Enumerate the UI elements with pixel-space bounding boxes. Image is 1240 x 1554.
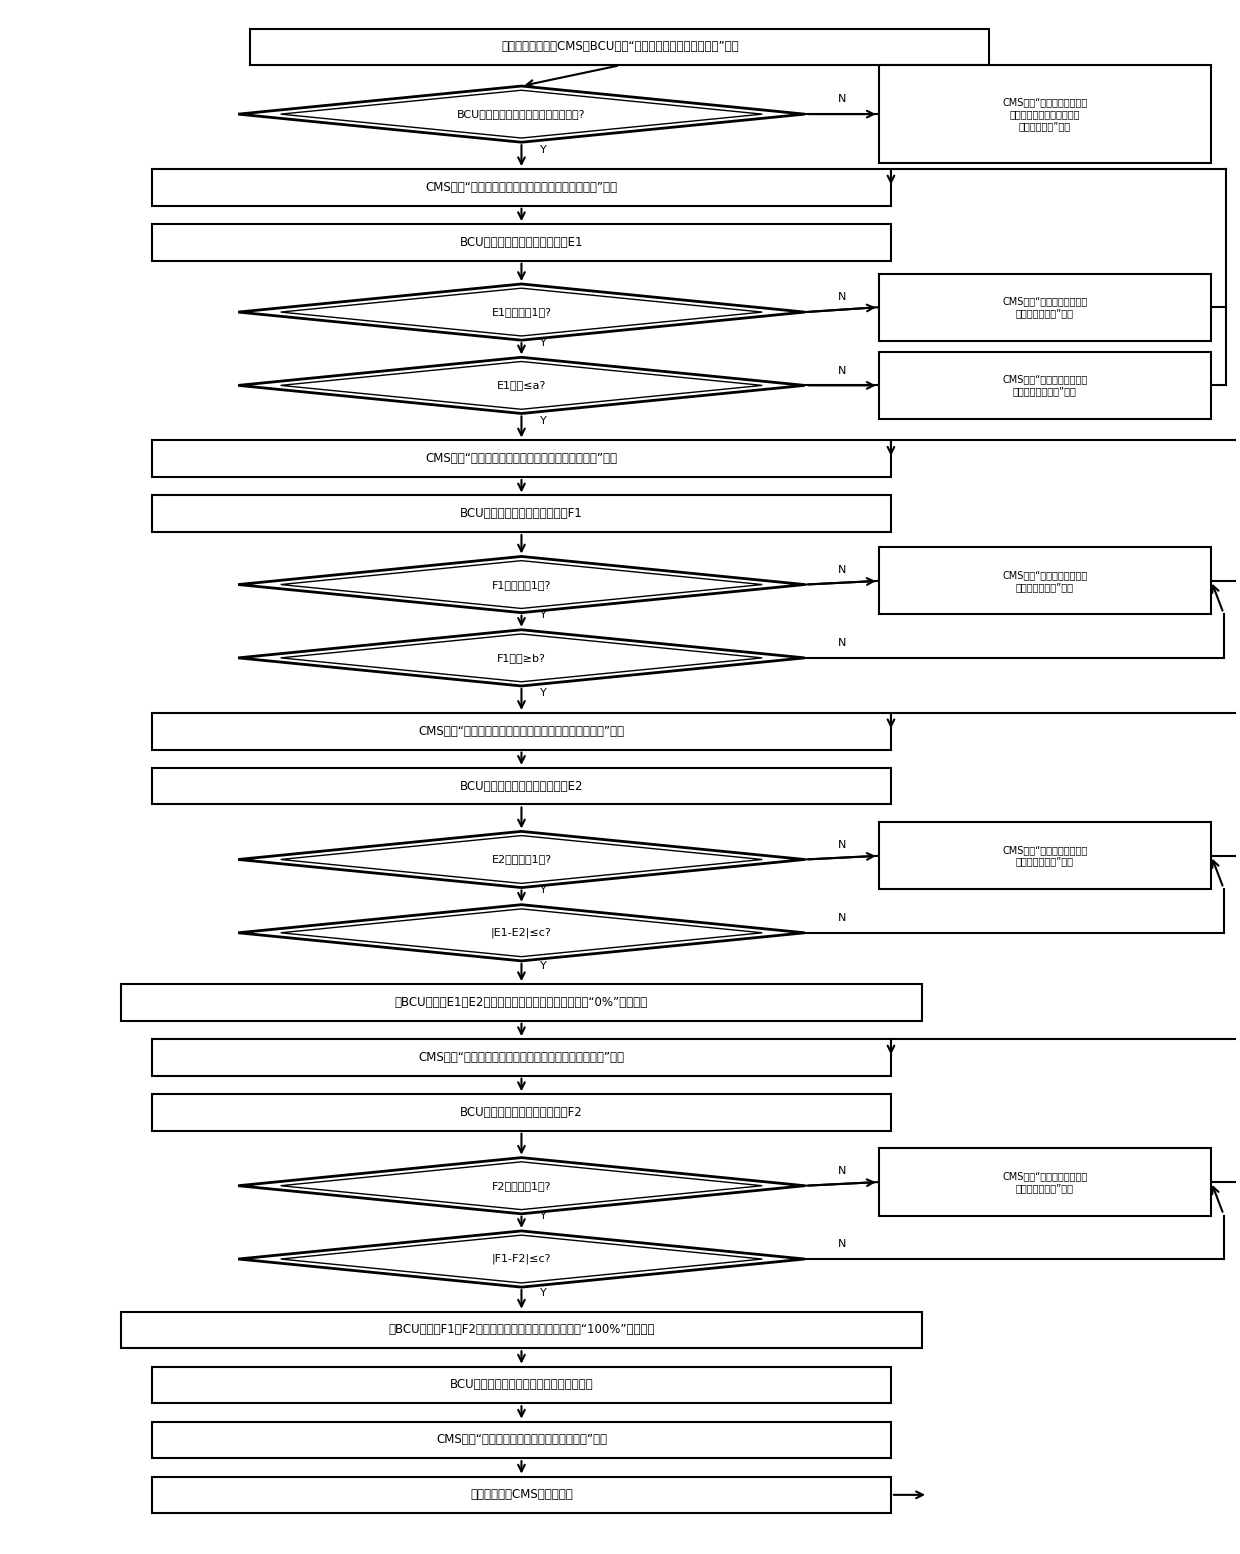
Polygon shape xyxy=(238,904,805,960)
Text: Y: Y xyxy=(541,1211,547,1221)
FancyBboxPatch shape xyxy=(122,1312,921,1349)
FancyBboxPatch shape xyxy=(153,1366,892,1403)
Text: N: N xyxy=(837,839,846,850)
Text: 飞机操作人员通过CMS向BCU发送“刹车蹏板位移传感器自调整”指令: 飞机操作人员通过CMS向BCU发送“刹车蹏板位移传感器自调整”指令 xyxy=(501,40,739,53)
Text: N: N xyxy=(837,95,846,104)
Text: 自调整结束，CMS退回主界面: 自调整结束，CMS退回主界面 xyxy=(470,1489,573,1501)
Text: N: N xyxy=(837,1166,846,1176)
Polygon shape xyxy=(280,634,763,682)
Polygon shape xyxy=(238,1231,805,1287)
Polygon shape xyxy=(280,362,763,409)
Text: CMS显示“请重新完全松开刹
车蹏板，并确认”信息: CMS显示“请重新完全松开刹 车蹏板，并确认”信息 xyxy=(1002,297,1087,319)
Text: 在BCU中设置E1与E2中较小的値为刹车蹏板位移信号的“0%”电气行程: 在BCU中设置E1与E2中较小的値为刹车蹏板位移信号的“0%”电气行程 xyxy=(394,996,649,1009)
Polygon shape xyxy=(238,357,805,413)
FancyBboxPatch shape xyxy=(250,28,990,65)
Text: Y: Y xyxy=(541,337,547,348)
Text: F1信号持续1秒?: F1信号持续1秒? xyxy=(492,580,551,589)
FancyBboxPatch shape xyxy=(122,984,921,1021)
Text: Y: Y xyxy=(541,962,547,971)
FancyBboxPatch shape xyxy=(879,274,1211,340)
Text: |F1-F2|≤c?: |F1-F2|≤c? xyxy=(492,1254,552,1265)
Polygon shape xyxy=(280,836,763,883)
FancyBboxPatch shape xyxy=(879,1148,1211,1215)
Polygon shape xyxy=(238,831,805,887)
Polygon shape xyxy=(280,909,763,957)
FancyBboxPatch shape xyxy=(879,547,1211,614)
FancyBboxPatch shape xyxy=(153,1422,892,1458)
Text: Y: Y xyxy=(541,1288,547,1298)
Polygon shape xyxy=(280,561,763,609)
Text: N: N xyxy=(837,914,846,923)
Text: Y: Y xyxy=(541,611,547,620)
FancyBboxPatch shape xyxy=(153,1476,892,1514)
Text: BCU记录此时采集的电气信号为F2: BCU记录此时采集的电气信号为F2 xyxy=(460,1106,583,1119)
Text: N: N xyxy=(837,365,846,376)
Polygon shape xyxy=(238,284,805,340)
Text: CMS显示“请重新检查刹车蹏
板位移传感器安装”信息: CMS显示“请重新检查刹车蹏 板位移传感器安装”信息 xyxy=(1002,375,1087,396)
Text: CMS显示“请再次完全蹏下刹车蹏板，已完全蹏下请确认”信息: CMS显示“请再次完全蹏下刹车蹏板，已完全蹏下请确认”信息 xyxy=(418,1051,625,1064)
FancyBboxPatch shape xyxy=(153,768,892,805)
Text: CMS显示“刹车蹏板位移传感
器故障，退出刹车蹏板位移
传感器自调整”信息: CMS显示“刹车蹏板位移传感 器故障，退出刹车蹏板位移 传感器自调整”信息 xyxy=(1002,98,1087,131)
Text: CMS显示“请重新完全松开刹
车蹏板，并确认”信息: CMS显示“请重新完全松开刹 车蹏板，并确认”信息 xyxy=(1002,845,1087,867)
Polygon shape xyxy=(238,629,805,685)
Polygon shape xyxy=(238,85,805,143)
Text: BCU记录此时采集的电气信号为E1: BCU记录此时采集的电气信号为E1 xyxy=(460,236,583,249)
FancyBboxPatch shape xyxy=(879,351,1211,420)
Text: 在BCU中设置F1与F2中较大的値为刹车蹏板位移信号的“100%”电气行程: 在BCU中设置F1与F2中较大的値为刹车蹏板位移信号的“100%”电气行程 xyxy=(388,1324,655,1336)
FancyBboxPatch shape xyxy=(879,65,1211,163)
Text: BCU记录此时采集的电气信号为F1: BCU记录此时采集的电气信号为F1 xyxy=(460,507,583,521)
Text: CMS显示“刹车蹏板位移传感器自调整已完成”信息: CMS显示“刹车蹏板位移传感器自调整已完成”信息 xyxy=(436,1433,606,1447)
Text: BCU计算自动调整后的刹车蹏板位移修正量: BCU计算自动调整后的刹车蹏板位移修正量 xyxy=(450,1378,593,1391)
Text: CMS显示“请重新完全蹏下刹
车蹏板，并确认”信息: CMS显示“请重新完全蹏下刹 车蹏板，并确认”信息 xyxy=(1002,1172,1087,1193)
Polygon shape xyxy=(280,90,763,138)
Text: BCU记录此时采集的电气信号为E2: BCU记录此时采集的电气信号为E2 xyxy=(460,780,583,793)
Text: Y: Y xyxy=(541,416,547,426)
Text: E2信号持续1秒?: E2信号持续1秒? xyxy=(491,855,552,864)
Text: N: N xyxy=(837,292,846,303)
FancyBboxPatch shape xyxy=(153,169,892,205)
Text: BCU检测刹车蹏板位移传感器是否故障?: BCU检测刹车蹏板位移传感器是否故障? xyxy=(458,109,585,120)
Text: CMS显示“请完全蹏下刹车蹏板，已完全蹏下请确认”信息: CMS显示“请完全蹏下刹车蹏板，已完全蹏下请确认”信息 xyxy=(425,452,618,465)
Text: |E1-E2|≤c?: |E1-E2|≤c? xyxy=(491,928,552,939)
Text: N: N xyxy=(837,639,846,648)
Text: E1信号≤a?: E1信号≤a? xyxy=(497,381,546,390)
Text: E1信号持续1秒?: E1信号持续1秒? xyxy=(491,308,552,317)
Text: N: N xyxy=(837,566,846,575)
FancyBboxPatch shape xyxy=(879,822,1211,889)
Text: Y: Y xyxy=(541,145,547,154)
Text: CMS显示“请完全松开刹车蹏板，已完全松开请确认”信息: CMS显示“请完全松开刹车蹏板，已完全松开请确认”信息 xyxy=(425,180,618,194)
Polygon shape xyxy=(238,556,805,612)
FancyBboxPatch shape xyxy=(153,496,892,531)
Text: F2信号持续1秒?: F2信号持续1秒? xyxy=(492,1181,552,1190)
FancyBboxPatch shape xyxy=(153,713,892,749)
Text: F1信号≥b?: F1信号≥b? xyxy=(497,653,546,664)
Polygon shape xyxy=(238,1158,805,1214)
FancyBboxPatch shape xyxy=(153,1040,892,1075)
Text: N: N xyxy=(837,1240,846,1249)
FancyBboxPatch shape xyxy=(153,224,892,261)
Polygon shape xyxy=(280,287,763,336)
FancyBboxPatch shape xyxy=(153,440,892,477)
FancyBboxPatch shape xyxy=(153,1094,892,1131)
Text: Y: Y xyxy=(541,688,547,698)
Text: CMS显示“请再次完全松开刹车蹏板，已完全松开请确认”信息: CMS显示“请再次完全松开刹车蹏板，已完全松开请确认”信息 xyxy=(418,724,625,738)
Polygon shape xyxy=(280,1235,763,1284)
Text: CMS显示“请重新完全蹏下刹
车蹏板，并确认”信息: CMS显示“请重新完全蹏下刹 车蹏板，并确认”信息 xyxy=(1002,570,1087,592)
Polygon shape xyxy=(280,1162,763,1209)
Text: Y: Y xyxy=(541,886,547,895)
